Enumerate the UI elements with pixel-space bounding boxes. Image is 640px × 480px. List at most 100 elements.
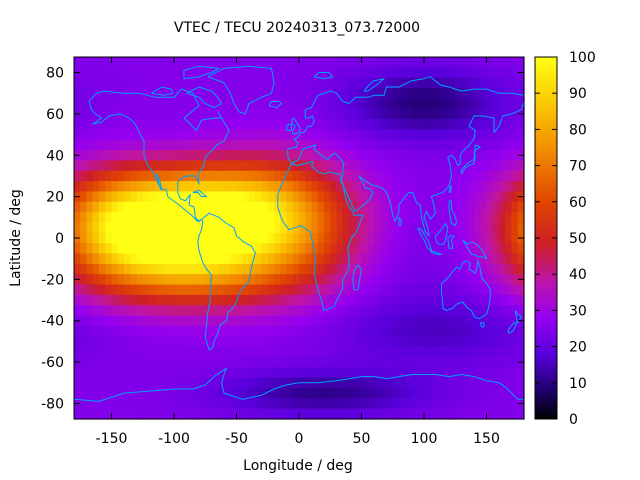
heatmap-cell <box>305 284 313 296</box>
heatmap-cell <box>386 150 394 162</box>
heatmap-cell <box>367 377 375 389</box>
heatmap-cell <box>249 336 256 348</box>
heatmap-cell <box>174 253 181 265</box>
heatmap-cell <box>86 160 94 172</box>
coastline-novaya-zemlya <box>363 78 385 92</box>
heatmap-cell <box>511 377 519 389</box>
heatmap-cell <box>399 77 406 89</box>
heatmap-cell <box>442 284 450 296</box>
heatmap-cell <box>324 315 331 327</box>
heatmap-cell <box>511 139 519 151</box>
heatmap-cell <box>342 346 350 358</box>
heatmap-cell <box>317 315 325 327</box>
heatmap-cell <box>74 284 81 296</box>
heatmap-cell <box>492 263 500 275</box>
heatmap-cell <box>430 67 438 79</box>
heatmap-cell <box>186 139 194 151</box>
heatmap-cell <box>449 325 456 337</box>
heatmap-cell <box>380 398 388 410</box>
heatmap-cell <box>161 325 169 337</box>
heatmap-cell <box>392 325 400 337</box>
heatmap-cell <box>486 129 494 141</box>
heatmap-cell <box>92 67 100 79</box>
heatmap-cell <box>155 253 163 265</box>
heatmap-cell <box>411 201 419 213</box>
y-axis-label: Latitude / deg <box>8 189 24 287</box>
heatmap-cell <box>411 336 419 348</box>
heatmap-cell <box>392 57 400 68</box>
heatmap-cell <box>367 274 375 286</box>
heatmap-cell <box>149 232 156 244</box>
heatmap-cell <box>249 160 256 172</box>
y-tick-label: 0 <box>55 231 64 247</box>
heatmap-cell <box>161 315 169 327</box>
heatmap-cell <box>349 305 356 317</box>
heatmap-cell <box>124 315 131 327</box>
heatmap-cell <box>480 294 488 306</box>
heatmap-cell <box>230 367 238 379</box>
heatmap-cell <box>242 325 250 337</box>
heatmap-cell <box>136 336 144 348</box>
heatmap-cell <box>499 325 506 337</box>
heatmap-cell <box>205 284 213 296</box>
heatmap-cell <box>305 274 313 286</box>
heatmap-cell <box>111 222 119 234</box>
heatmap-cell <box>474 139 481 151</box>
heatmap-cell <box>355 356 363 368</box>
heatmap-cell <box>236 129 244 141</box>
heatmap-cell <box>274 181 281 193</box>
heatmap-cell <box>267 305 275 317</box>
heatmap-cell <box>430 377 438 389</box>
heatmap-cell <box>336 67 344 79</box>
heatmap-cell <box>217 305 225 317</box>
heatmap-cell <box>511 201 519 213</box>
heatmap-cell <box>99 387 106 399</box>
heatmap-cell <box>167 212 175 224</box>
heatmap-cell <box>292 119 300 130</box>
heatmap-cell <box>217 346 225 358</box>
heatmap-cell <box>230 108 238 120</box>
heatmap-cell <box>161 284 169 296</box>
heatmap-cell <box>280 336 288 348</box>
heatmap-cell <box>186 387 194 399</box>
heatmap-cell <box>224 315 231 327</box>
heatmap-cell <box>99 315 106 327</box>
heatmap-cell <box>361 191 369 203</box>
heatmap-cell <box>392 284 400 296</box>
heatmap-cell <box>267 108 275 120</box>
heatmap-cell <box>155 191 163 203</box>
heatmap-cell <box>74 160 81 172</box>
heatmap-cell <box>499 294 506 306</box>
x-tick-label: 150 <box>473 431 500 447</box>
heatmap-cell <box>392 119 400 130</box>
heatmap-cell <box>330 346 338 358</box>
heatmap-cell <box>161 274 169 286</box>
heatmap-cell <box>149 98 156 110</box>
heatmap-cell <box>211 398 219 410</box>
heatmap-cell <box>424 294 431 306</box>
heatmap-cell <box>155 315 163 327</box>
heatmap-cell <box>130 181 138 193</box>
heatmap-cell <box>161 201 169 213</box>
heatmap-cell <box>486 222 494 234</box>
heatmap-cell <box>180 356 188 368</box>
heatmap-cell <box>305 346 313 358</box>
heatmap-cell <box>167 129 175 141</box>
heatmap-cell <box>205 139 213 151</box>
heatmap-cell <box>374 57 381 68</box>
heatmap-cell <box>411 88 419 99</box>
heatmap-cell <box>386 336 394 348</box>
heatmap-cell <box>74 212 81 224</box>
heatmap-cell <box>255 191 263 203</box>
heatmap-cell <box>330 98 338 110</box>
heatmap-cell <box>324 408 331 420</box>
heatmap-cell <box>142 67 150 79</box>
heatmap-cell <box>161 377 169 389</box>
heatmap-cell <box>149 77 156 89</box>
heatmap-cell <box>92 387 100 399</box>
heatmap-cell <box>211 181 219 193</box>
heatmap-cell <box>161 160 169 172</box>
heatmap-cell <box>455 253 463 265</box>
heatmap-cell <box>217 325 225 337</box>
heatmap-cell <box>430 170 438 182</box>
